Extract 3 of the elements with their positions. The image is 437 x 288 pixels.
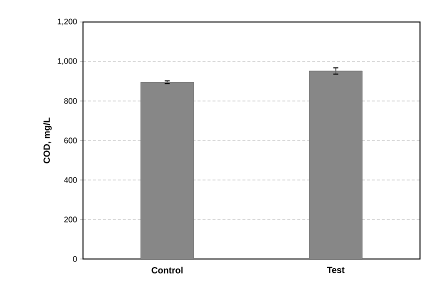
x-tick-label: Control — [152, 266, 183, 274]
y-axis-title: COD, mg/L — [43, 118, 52, 164]
x-tick-label: Test — [326, 266, 345, 274]
